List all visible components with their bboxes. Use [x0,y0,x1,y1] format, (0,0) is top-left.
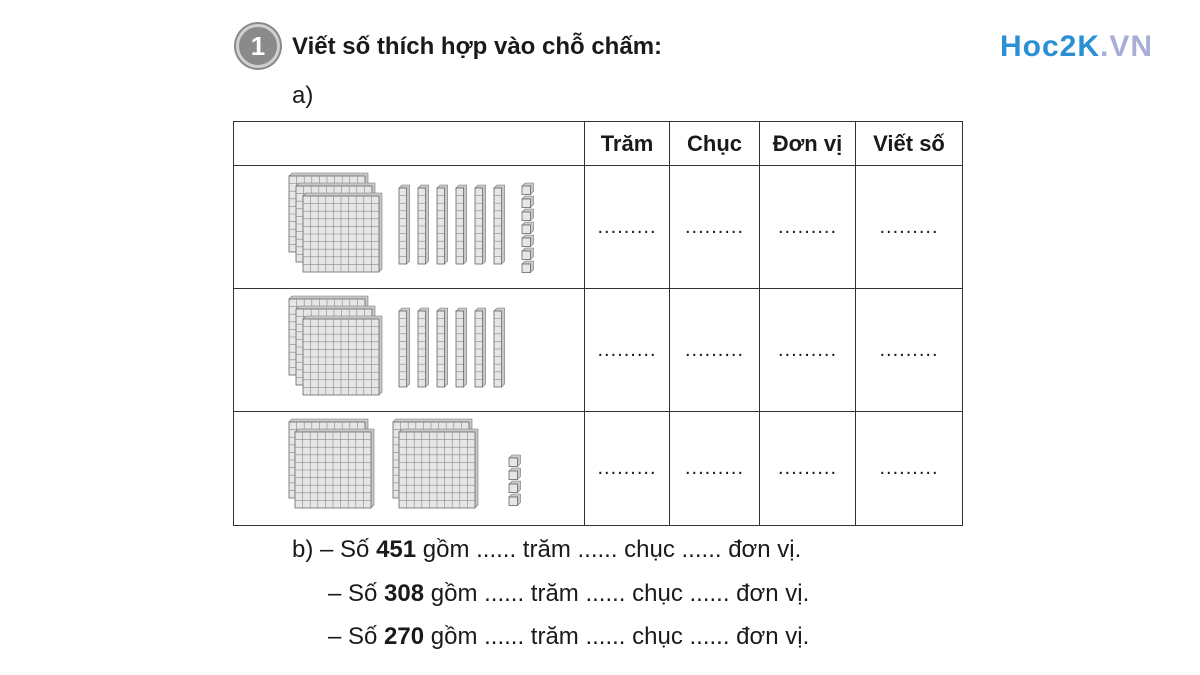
header-tens: Chục [669,121,760,166]
ten-rod [474,184,486,265]
part-a-label: a) [292,82,314,109]
hundreds-blank[interactable]: ......... [584,165,670,289]
one-cube [508,480,521,493]
one-cube [521,247,534,260]
one-cube [521,195,534,208]
tens-blank[interactable]: ......... [669,411,760,526]
ones-blank[interactable]: ......... [759,411,856,526]
header-hundreds: Trăm [584,121,670,166]
hundreds-blank[interactable]: ......... [584,288,670,412]
ones-blank[interactable]: ......... [759,288,856,412]
hundred-flat [302,315,383,396]
blocks-cell [233,288,585,412]
part-b-line-3: – Số 270 gồm ...... trăm ...... chục ...… [328,623,810,650]
number-blank[interactable]: ......... [855,411,963,526]
one-cube [521,260,534,273]
part-b-line-2: – Số 308 gồm ...... trăm ...... chục ...… [328,580,810,607]
header-ones: Đơn vị [759,121,856,166]
ten-rod [493,307,505,388]
exercise-number-badge: 1 [236,24,280,68]
one-cube [521,234,534,247]
one-cube [521,208,534,221]
base-ten-blocks [288,172,534,273]
one-cube [508,454,521,467]
place-value-table: Trăm Chục Đơn vị Viết số ......... .....… [233,121,963,526]
base-ten-blocks [288,418,521,509]
table-row: ......... ......... ......... ......... [233,165,963,289]
ten-rod [417,307,429,388]
hundred-flat [294,428,375,509]
ones-blank[interactable]: ......... [759,165,856,289]
logo: Hoc2K.VN [1000,30,1154,63]
ten-rod [398,307,410,388]
number-blank[interactable]: ......... [855,165,963,289]
table-header-row: Trăm Chục Đơn vị Viết số [233,121,963,166]
ten-rod [398,184,410,265]
base-ten-blocks [288,295,505,396]
ten-rod [455,184,467,265]
tens-blank[interactable]: ......... [669,165,760,289]
part-b-line-1: b) – Số 451 gồm ...... trăm ...... chục … [292,536,802,563]
one-cube [508,467,521,480]
table-row: ......... ......... ......... ......... [233,411,963,526]
hundreds-blank[interactable]: ......... [584,411,670,526]
hundred-flat [398,428,479,509]
ten-rod [455,307,467,388]
one-cube [521,182,534,195]
header-write-number: Viết số [855,121,963,166]
ten-rod [474,307,486,388]
blocks-cell [233,165,585,289]
ten-rod [417,184,429,265]
hundred-flat [302,192,383,273]
header-blank [233,121,585,166]
ten-rod [436,307,448,388]
one-cube [521,221,534,234]
table-row: ......... ......... ......... ......... [233,288,963,412]
exercise-title: Viết số thích hợp vào chỗ chấm: [292,33,663,60]
blocks-cell [233,411,585,526]
ten-rod [493,184,505,265]
one-cube [508,493,521,506]
number-blank[interactable]: ......... [855,288,963,412]
tens-blank[interactable]: ......... [669,288,760,412]
ten-rod [436,184,448,265]
